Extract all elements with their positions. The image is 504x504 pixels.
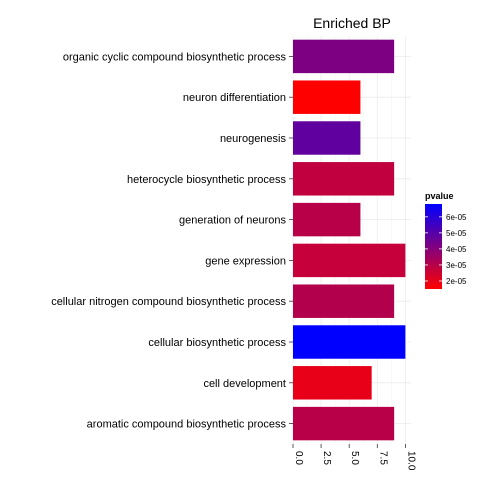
category-label-2: neurogenesis — [220, 133, 287, 145]
legend-label-2: 4e-05 — [446, 245, 467, 254]
bars — [293, 39, 406, 441]
category-label-0: organic cyclic compound biosynthetic pro… — [63, 51, 287, 63]
legend-label-4: 2e-05 — [446, 277, 467, 286]
bar-8 — [293, 366, 372, 400]
bar-0 — [293, 39, 395, 74]
legend-title: pvalue — [425, 191, 454, 201]
x-tick-label-0: 0.0 — [293, 451, 304, 465]
legend-label-3: 3e-05 — [446, 261, 467, 270]
bar-1 — [293, 80, 361, 114]
x-tick-label-2: 5.0 — [349, 451, 360, 465]
bar-9 — [293, 406, 395, 441]
bar-3 — [293, 162, 395, 196]
legend-label-1: 5e-05 — [446, 229, 467, 238]
category-label-6: cellular nitrogen compound biosynthetic … — [51, 296, 286, 308]
legend: pvalue 6e-05 5e-05 4e-05 3e-05 2e-05 — [425, 191, 467, 289]
bar-2 — [293, 121, 361, 155]
category-label-7: cellular biosynthetic process — [148, 337, 286, 349]
category-label-4: generation of neurons — [179, 215, 287, 227]
bar-5 — [293, 243, 406, 278]
category-label-5: gene expression — [205, 255, 286, 267]
category-label-8: cell development — [203, 378, 286, 390]
category-label-1: neuron differentiation — [183, 92, 286, 104]
x-tick-label-3: 7.5 — [377, 451, 388, 465]
legend-colorbar — [425, 204, 442, 289]
chart-title: Enriched BP — [313, 15, 391, 31]
legend-label-0: 6e-05 — [446, 213, 467, 222]
bar-6 — [293, 284, 395, 318]
y-axis: organic cyclic compound biosynthetic pro… — [51, 51, 293, 431]
category-label-3: heterocycle biosynthetic process — [127, 174, 286, 186]
bar-4 — [293, 202, 361, 237]
category-label-9: aromatic compound biosynthetic process — [87, 419, 287, 431]
x-tick-label-1: 2.5 — [321, 451, 332, 465]
x-axis: 0.0 2.5 5.0 7.5 10.0 — [292, 444, 416, 471]
bar-7 — [293, 325, 406, 359]
x-tick-label-4: 10.0 — [405, 451, 416, 471]
